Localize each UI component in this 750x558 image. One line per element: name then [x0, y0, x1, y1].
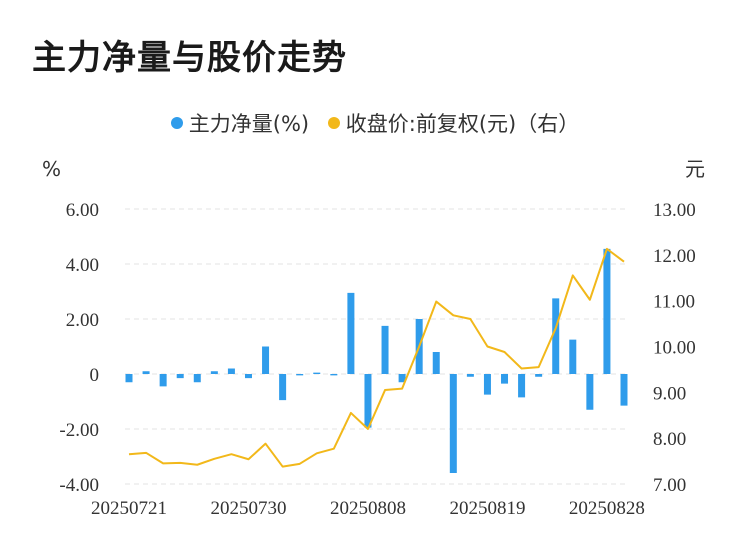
y-left-tick-label: -2.00 [59, 420, 99, 441]
bar [586, 374, 594, 410]
y-left-tick-label: 4.00 [66, 255, 99, 276]
legend-label-net-volume: 主力净量(%) [188, 112, 310, 136]
bar [364, 374, 372, 428]
bar [125, 374, 133, 383]
bar [535, 374, 543, 377]
bar [501, 374, 509, 384]
legend-dot-yellow-icon [327, 117, 340, 129]
bar [159, 374, 167, 387]
bar [483, 374, 491, 395]
left-unit-label: % [42, 157, 61, 181]
legend-dot-blue-icon [170, 117, 183, 129]
bar [347, 292, 355, 374]
legend-label-close-price: 收盘价:前复权(元)（右） [345, 112, 580, 136]
bar [313, 372, 321, 374]
bar [518, 374, 526, 398]
bar [432, 352, 440, 374]
legend-item-close-price[interactable]: 收盘价:前复权(元)（右） [327, 108, 580, 138]
bar [262, 346, 270, 374]
bar [381, 325, 389, 374]
bar [142, 371, 150, 374]
bar [552, 298, 560, 374]
bar [620, 374, 628, 406]
chart-title: 主力净量与股价走势 [32, 38, 347, 78]
bar [193, 374, 201, 383]
right-unit-label: 元 [685, 157, 705, 181]
legend-item-net-volume[interactable]: 主力净量(%) [170, 108, 310, 138]
y-right-tick-label: 12.00 [653, 246, 696, 267]
bar [466, 374, 474, 377]
y-right-tick-label: 9.00 [653, 383, 686, 404]
bar [210, 371, 218, 374]
bar [569, 339, 577, 374]
x-tick-label: 20250721 [91, 498, 167, 519]
y-right-tick-label: 8.00 [653, 429, 686, 450]
bar [227, 368, 235, 374]
bar [603, 248, 611, 374]
y-right-tick-label: 10.00 [653, 338, 696, 359]
y-left-tick-label: 0 [90, 365, 100, 386]
bar [279, 374, 287, 401]
bar [449, 374, 457, 473]
y-right-tick-label: 7.00 [653, 475, 686, 496]
y-right-tick-label: 13.00 [653, 200, 696, 221]
bar [330, 374, 338, 376]
y-left-tick-label: 2.00 [66, 310, 99, 331]
bar [296, 374, 304, 376]
x-tick-label: 20250808 [330, 498, 406, 519]
legend: 主力净量(%) 收盘价:前复权(元)（右） [0, 108, 750, 138]
bar [176, 374, 184, 379]
bar [244, 374, 252, 379]
y-right-tick-label: 11.00 [653, 292, 695, 313]
x-tick-label: 20250819 [449, 498, 525, 519]
bar [398, 374, 406, 383]
x-tick-label: 20250828 [569, 498, 645, 519]
price-line [128, 247, 625, 468]
y-left-tick-label: -4.00 [59, 475, 99, 496]
x-tick-label: 20250730 [210, 498, 286, 519]
y-left-tick-label: 6.00 [66, 200, 99, 221]
